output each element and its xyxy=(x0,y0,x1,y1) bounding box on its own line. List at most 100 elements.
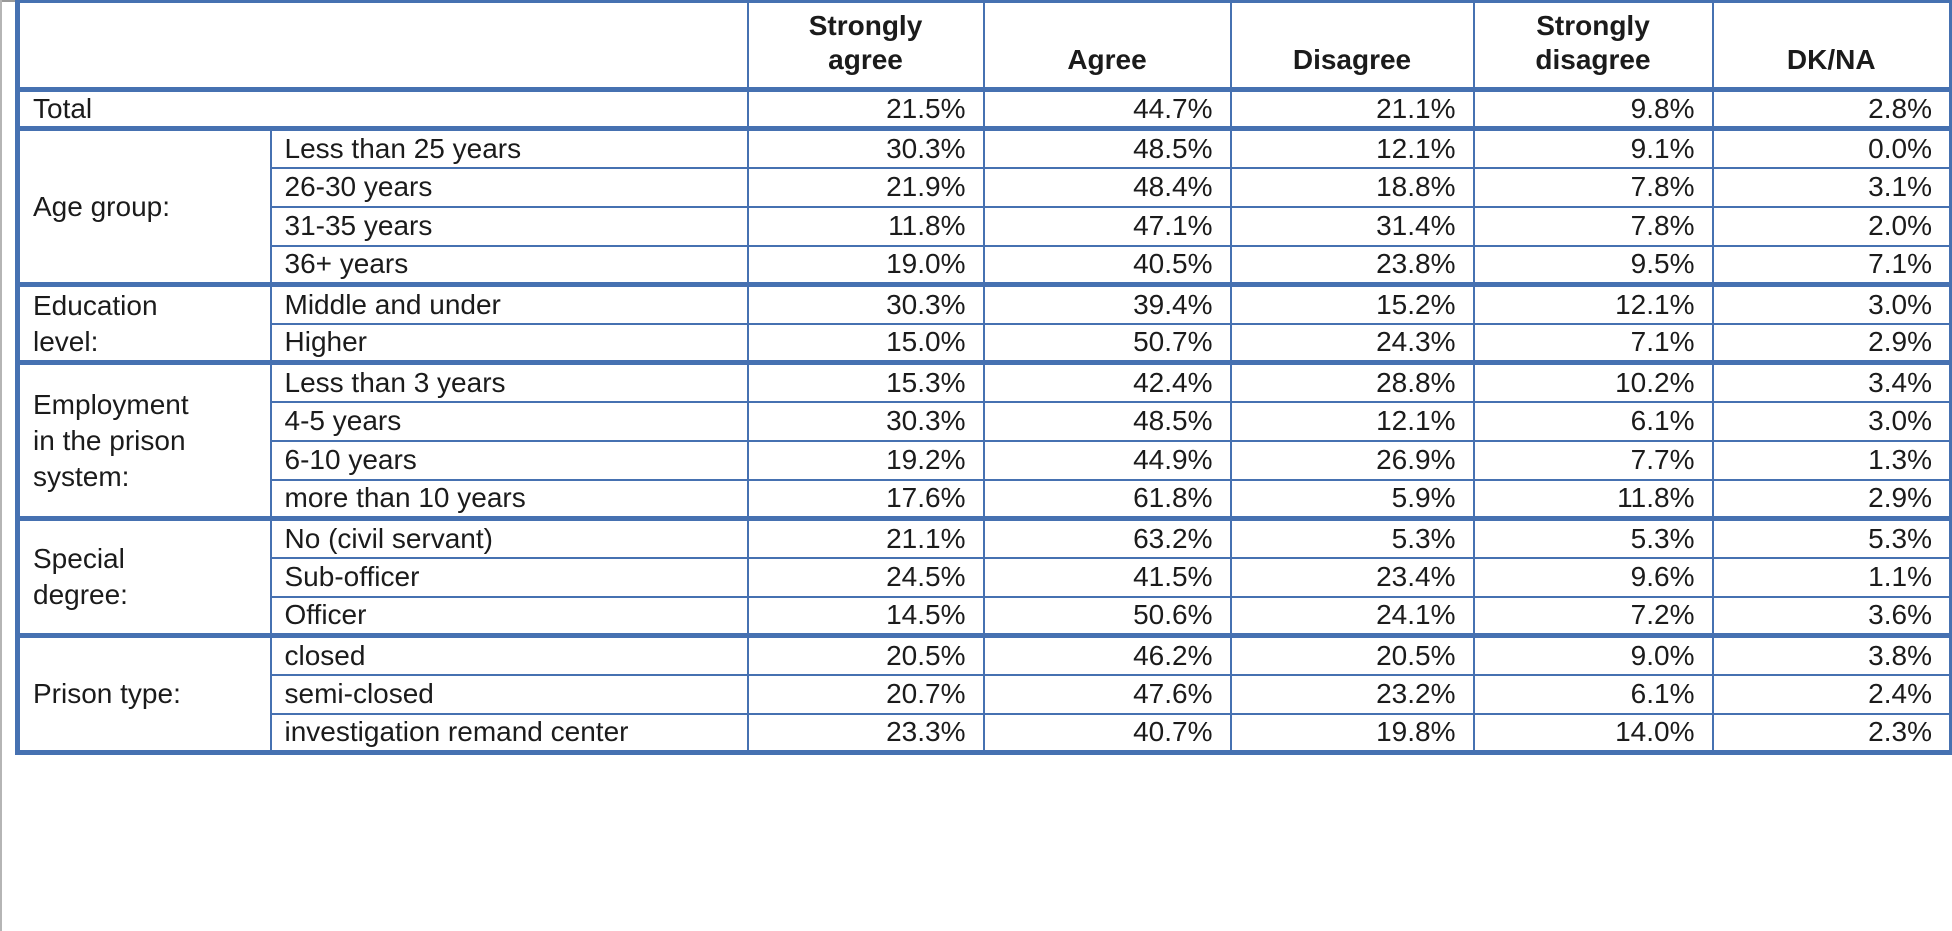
value-cell: 14.0% xyxy=(1472,712,1714,754)
table-row: Sub-officer 24.5% 41.5% 23.4% 9.6% 1.1% xyxy=(18,556,1952,598)
value-cell: 40.5% xyxy=(982,244,1232,286)
value-cell: 11.8% xyxy=(1472,478,1714,520)
row-label-cell: Higher xyxy=(269,322,749,364)
value-cell: 23.2% xyxy=(1229,673,1475,715)
value-cell: 5.9% xyxy=(1229,478,1475,520)
value-cell: 44.9% xyxy=(982,439,1232,481)
row-label-cell: investigation remand center xyxy=(269,712,749,754)
value-cell: 5.3% xyxy=(1472,516,1714,559)
value-cell: 6.1% xyxy=(1472,673,1714,715)
value-cell: 3.0% xyxy=(1711,400,1952,442)
value-cell: 7.7% xyxy=(1472,439,1714,481)
group-label-cell: Prison type: xyxy=(16,633,272,754)
value-cell: 50.6% xyxy=(982,595,1232,637)
group-label-cell: Employment in the prison system: xyxy=(16,360,272,520)
value-cell: 30.3% xyxy=(746,282,985,325)
row-label-cell: Total xyxy=(16,87,749,130)
survey-table: Strongly agree Agree Disagree Strongly disa… xyxy=(15,0,1952,755)
value-cell: 3.4% xyxy=(1711,360,1952,403)
value-cell: 46.2% xyxy=(982,633,1232,676)
value-cell: 1.1% xyxy=(1711,556,1952,598)
value-cell: 7.1% xyxy=(1472,322,1714,364)
value-cell: 2.8% xyxy=(1711,87,1952,130)
value-cell: 2.4% xyxy=(1711,673,1952,715)
table-row: investigation remand center 23.3% 40.7% 19.… xyxy=(18,712,1952,754)
column-header: Strongly agree xyxy=(746,0,985,92)
value-cell: 7.8% xyxy=(1472,166,1714,208)
value-cell: 40.7% xyxy=(982,712,1232,754)
row-label-cell: No (civil servant) xyxy=(269,516,749,559)
left-edge-hairline xyxy=(0,0,2,931)
column-header: Agree xyxy=(982,0,1232,92)
value-cell: 11.8% xyxy=(746,205,985,247)
value-cell: 19.0% xyxy=(746,244,985,286)
row-label-cell: semi-closed xyxy=(269,673,749,715)
value-cell: 42.4% xyxy=(982,360,1232,403)
value-cell: 26.9% xyxy=(1229,439,1475,481)
value-cell: 7.2% xyxy=(1472,595,1714,637)
row-label-cell: Less than 3 years xyxy=(269,360,749,403)
row-label-cell: Officer xyxy=(269,595,749,637)
group-label-cell: Education level: xyxy=(16,282,272,364)
table-row: Prison type: closed 20.5% 46.2% 20.5% 9.0% 3.8… xyxy=(16,633,1952,754)
table-row: Total 21.5% 44.7% 21.1% 9.8% 2.8% xyxy=(16,87,1952,130)
table-row: Education level: Middle and under 30.3% 39.… xyxy=(16,282,1952,364)
value-cell: 19.8% xyxy=(1229,712,1475,754)
value-cell: 30.3% xyxy=(746,126,985,169)
value-cell: 5.3% xyxy=(1711,516,1952,559)
value-cell: 23.3% xyxy=(746,712,985,754)
value-cell: 20.5% xyxy=(746,633,985,676)
value-cell: 2.0% xyxy=(1711,205,1952,247)
value-cell: 15.3% xyxy=(746,360,985,403)
table-row: 31-35 years 11.8% 47.1% 31.4% 7.8% 2.0% xyxy=(18,205,1952,247)
value-cell: 9.6% xyxy=(1472,556,1714,598)
table-row: 26-30 years 21.9% 48.4% 18.8% 7.8% 3.1% xyxy=(18,166,1952,208)
value-cell: 5.3% xyxy=(1229,516,1475,559)
table-row: Age group: Less than 25 years 30.3% 48.5% 12… xyxy=(16,126,1952,286)
column-header: Strongly disagree xyxy=(1472,0,1714,92)
value-cell: 21.5% xyxy=(746,87,985,130)
value-cell: 31.4% xyxy=(1229,205,1475,247)
value-cell: 2.9% xyxy=(1711,322,1952,364)
header-row: Strongly agree Agree Disagree Strongly disa… xyxy=(16,0,1952,92)
value-cell: 20.7% xyxy=(746,673,985,715)
value-cell: 9.0% xyxy=(1472,633,1714,676)
value-cell: 12.1% xyxy=(1472,282,1714,325)
value-cell: 14.5% xyxy=(746,595,985,637)
table-row: Higher 15.0% 50.7% 24.3% 7.1% 2.9% xyxy=(18,322,1952,364)
value-cell: 12.1% xyxy=(1229,400,1475,442)
group-label-cell: Age group: xyxy=(16,126,272,286)
row-label-cell: Middle and under xyxy=(269,282,749,325)
value-cell: 17.6% xyxy=(746,478,985,520)
value-cell: 23.8% xyxy=(1229,244,1475,286)
value-cell: 21.1% xyxy=(746,516,985,559)
value-cell: 39.4% xyxy=(982,282,1232,325)
value-cell: 24.1% xyxy=(1229,595,1475,637)
value-cell: 24.5% xyxy=(746,556,985,598)
row-label-cell: Sub-officer xyxy=(269,556,749,598)
table-row: 4-5 years 30.3% 48.5% 12.1% 6.1% 3.0% xyxy=(18,400,1952,442)
table-row: 6-10 years 19.2% 44.9% 26.9% 7.7% 1.3% xyxy=(18,439,1952,481)
row-label-cell: 26-30 years xyxy=(269,166,749,208)
value-cell: 21.9% xyxy=(746,166,985,208)
value-cell: 19.2% xyxy=(746,439,985,481)
value-cell: 9.8% xyxy=(1472,87,1714,130)
value-cell: 2.9% xyxy=(1711,478,1952,520)
value-cell: 21.1% xyxy=(1229,87,1475,130)
value-cell: 23.4% xyxy=(1229,556,1475,598)
row-label-cell: closed xyxy=(269,633,749,676)
table-row: more than 10 years 17.6% 61.8% 5.9% 11.8% 2.9… xyxy=(18,478,1952,520)
value-cell: 1.3% xyxy=(1711,439,1952,481)
value-cell: 10.2% xyxy=(1472,360,1714,403)
value-cell: 3.8% xyxy=(1711,633,1952,676)
value-cell: 48.5% xyxy=(982,400,1232,442)
value-cell: 3.0% xyxy=(1711,282,1952,325)
value-cell: 3.1% xyxy=(1711,166,1952,208)
value-cell: 28.8% xyxy=(1229,360,1475,403)
row-label-cell: 31-35 years xyxy=(269,205,749,247)
value-cell: 9.1% xyxy=(1472,126,1714,169)
value-cell: 20.5% xyxy=(1229,633,1475,676)
value-cell: 7.8% xyxy=(1472,205,1714,247)
value-cell: 6.1% xyxy=(1472,400,1714,442)
value-cell: 47.6% xyxy=(982,673,1232,715)
